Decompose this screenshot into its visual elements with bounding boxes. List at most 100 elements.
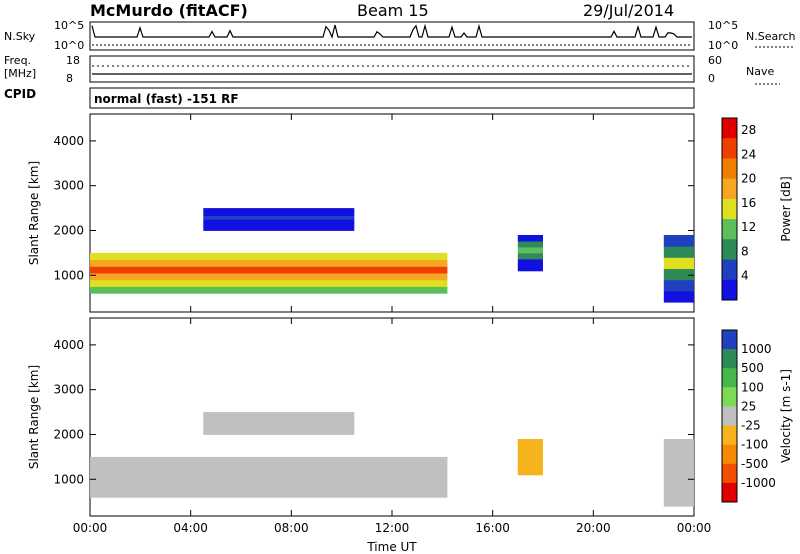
power-panel: 1000 2000 3000 4000 Slant Range [km] bbox=[27, 113, 695, 313]
colorbar-tick-label: 25 bbox=[741, 399, 756, 413]
data-cell bbox=[203, 430, 355, 435]
colorbar-frame bbox=[721, 117, 738, 301]
colorbar-swatch bbox=[722, 330, 737, 350]
data-cell bbox=[90, 470, 448, 478]
power-colorbar: 4 8 12 16 20 24 28 Power [dB] bbox=[721, 117, 793, 301]
data-cell bbox=[90, 252, 448, 261]
y-tick-label: 1000 bbox=[53, 268, 84, 282]
data-cell bbox=[663, 246, 694, 258]
data-cell bbox=[203, 419, 355, 424]
freq-label: Freq. bbox=[4, 54, 31, 67]
y-tick-label: 3000 bbox=[53, 383, 84, 397]
colorbar-swatch bbox=[722, 425, 737, 446]
data-cell bbox=[203, 223, 355, 228]
colorbar-swatch bbox=[722, 406, 737, 426]
nave-bottom: 0 bbox=[708, 72, 715, 85]
data-cell bbox=[663, 494, 694, 507]
x-tick-label: 08:00 bbox=[274, 521, 309, 535]
data-cell bbox=[90, 456, 448, 465]
data-cell bbox=[203, 215, 355, 220]
nsky-log-top: 10^5 bbox=[54, 19, 84, 32]
data-cell bbox=[663, 235, 694, 247]
data-cell bbox=[517, 258, 543, 266]
data-cell bbox=[90, 279, 448, 287]
nave-label: Nave bbox=[746, 65, 774, 78]
colorbar-swatch bbox=[722, 259, 737, 281]
data-cell bbox=[663, 461, 694, 473]
colorbar-swatch bbox=[722, 118, 737, 139]
colorbar-tick-label: 1000 bbox=[741, 342, 772, 356]
data-cell bbox=[517, 235, 543, 242]
nsky-label: N.Sky bbox=[4, 30, 36, 43]
colorbar-tick-label: -100 bbox=[741, 438, 768, 452]
time-axis-label: Time UT bbox=[366, 540, 417, 554]
colorbar-tick-label: 16 bbox=[741, 196, 756, 210]
data-cell bbox=[517, 252, 543, 260]
nsearch-log-top: 10^5 bbox=[708, 19, 738, 32]
data-cell bbox=[517, 456, 543, 464]
colorbar-frame bbox=[721, 329, 738, 503]
data-cell bbox=[663, 279, 694, 292]
x-tick-label: 00:00 bbox=[73, 521, 108, 535]
y-axis-label: Slant Range [km] bbox=[27, 365, 41, 469]
colorbar-swatch bbox=[722, 239, 737, 260]
cpid-label: CPID bbox=[4, 87, 36, 101]
colorbar-tick-label: 500 bbox=[741, 361, 764, 375]
colorbar-swatch bbox=[722, 158, 737, 180]
y-tick-label: 3000 bbox=[53, 179, 84, 193]
station-title: McMurdo (fitACF) bbox=[90, 1, 248, 20]
y-tick-label: 2000 bbox=[53, 427, 84, 441]
data-cell bbox=[517, 468, 543, 476]
y-tick-label: 1000 bbox=[53, 472, 84, 486]
colorbar-tick-label: 4 bbox=[741, 269, 749, 283]
freq-top: 18 bbox=[66, 54, 80, 67]
data-cell bbox=[203, 427, 355, 432]
colorbar-swatch bbox=[722, 482, 737, 503]
data-cell bbox=[663, 439, 694, 451]
colorbar-swatch bbox=[722, 219, 737, 240]
colorbar-tick-label: 24 bbox=[741, 147, 756, 161]
data-cell bbox=[90, 259, 448, 267]
colorbar-tick-label: 8 bbox=[741, 244, 749, 258]
data-cell bbox=[663, 257, 694, 269]
colorbar-tick-label: 28 bbox=[741, 123, 756, 137]
colorbar-swatch bbox=[722, 198, 737, 220]
data-cell bbox=[517, 246, 543, 254]
nsearch-log-bottom: 10^0 bbox=[708, 39, 738, 52]
nave-top: 60 bbox=[708, 54, 722, 67]
data-cell bbox=[517, 240, 543, 248]
data-cell bbox=[663, 450, 694, 462]
nsearch-label: N.Search bbox=[746, 30, 796, 43]
data-cell bbox=[203, 423, 355, 428]
colorbar-tick-label: 12 bbox=[741, 220, 756, 234]
colorbar-tick-label: 20 bbox=[741, 172, 756, 186]
colorbar-swatch bbox=[722, 463, 737, 484]
x-tick-label: 20:00 bbox=[576, 521, 611, 535]
y-tick-label: 4000 bbox=[53, 134, 84, 148]
colorbar-swatch bbox=[722, 444, 737, 465]
data-cell bbox=[663, 290, 694, 303]
x-tick-label: 04:00 bbox=[173, 521, 208, 535]
y-axis-label: Slant Range [km] bbox=[27, 161, 41, 265]
colorbar-label: Velocity [m s-1] bbox=[779, 369, 793, 463]
cpid-value: normal (fast) -151 RF bbox=[94, 92, 239, 106]
data-cell bbox=[90, 463, 448, 471]
nsky-log-bottom: 10^0 bbox=[54, 39, 84, 52]
x-tick-label: 12:00 bbox=[375, 521, 410, 535]
data-cell bbox=[90, 490, 448, 498]
colorbar-tick-label: 100 bbox=[741, 380, 764, 394]
colorbar-tick-label: -500 bbox=[741, 457, 768, 471]
velocity-panel: 1000 2000 3000 4000 00:00 04:00 08:00 12:00 16:0… bbox=[27, 317, 711, 535]
data-cell bbox=[90, 286, 448, 294]
data-cell bbox=[663, 268, 694, 281]
freq-unit: [MHz] bbox=[4, 67, 36, 80]
colorbar-swatch bbox=[722, 349, 737, 369]
colorbar-tick-label: -1000 bbox=[741, 476, 776, 490]
data-cell bbox=[203, 415, 355, 420]
data-cell bbox=[517, 462, 543, 470]
data-cell bbox=[517, 450, 543, 458]
colorbar-swatch bbox=[722, 178, 737, 200]
colorbar-swatch bbox=[722, 138, 737, 159]
